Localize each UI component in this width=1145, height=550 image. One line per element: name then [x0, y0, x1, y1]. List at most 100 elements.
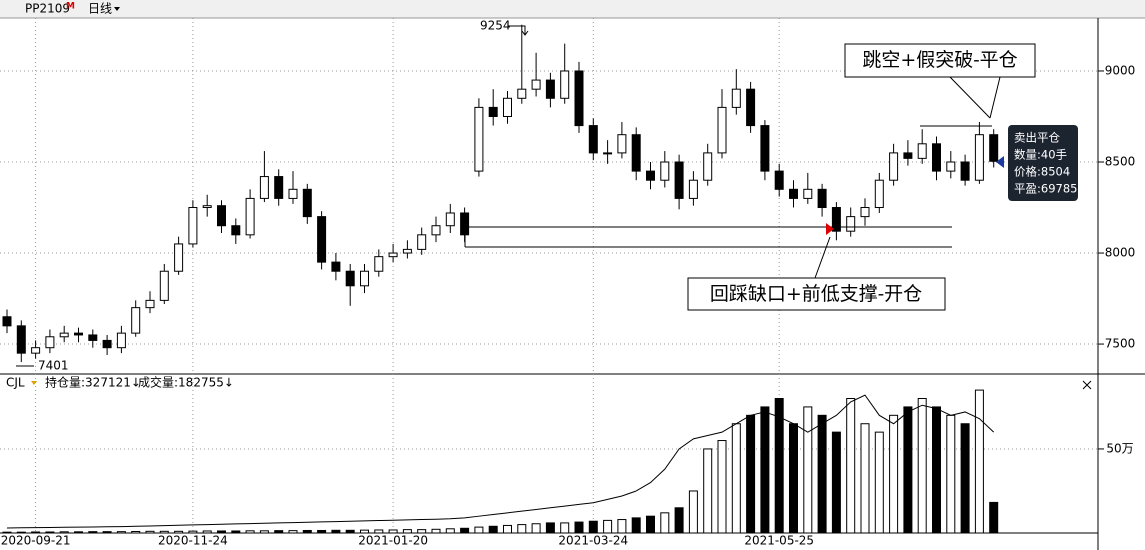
- candle-body: [960, 161, 970, 181]
- low-label: 7401: [38, 359, 69, 373]
- candle-body: [2, 316, 12, 327]
- volume-bar: [517, 524, 527, 534]
- volume-bar: [317, 529, 327, 534]
- volume-bar: [831, 431, 841, 534]
- volume-bar: [603, 519, 613, 534]
- tooltip-line: 平盈:69785: [1014, 182, 1077, 196]
- volume-bar: [2, 531, 12, 534]
- candle-body: [88, 334, 98, 341]
- volume-bar: [789, 423, 798, 534]
- candle-body: [317, 216, 327, 263]
- candle-body: [302, 188, 312, 218]
- candle-body: [417, 234, 427, 250]
- volume-bar: [588, 520, 598, 534]
- volume-bar: [660, 512, 670, 534]
- candle-body: [903, 152, 913, 159]
- volume-bar: [145, 530, 155, 534]
- volume-bar: [774, 398, 784, 534]
- volume-bar: [16, 531, 26, 534]
- candle-body: [402, 248, 412, 254]
- volume-bar: [560, 522, 570, 534]
- volume-bar: [760, 406, 770, 534]
- candle-body: [688, 179, 698, 199]
- volume-bar: [631, 517, 641, 534]
- candle-body: [717, 106, 727, 154]
- indicator-name[interactable]: CJL: [6, 376, 25, 390]
- volume-bar: [88, 531, 98, 534]
- y-tick-label: 9000: [1105, 63, 1136, 77]
- volume-bar: [188, 530, 198, 534]
- candle-body: [445, 212, 455, 227]
- volume-bar: [460, 527, 470, 534]
- candle-body: [474, 106, 484, 172]
- volume-bar: [974, 389, 984, 534]
- high-label: 9254: [480, 19, 511, 33]
- volume-bar: [474, 526, 484, 534]
- dropdown-arrow[interactable]: [31, 381, 37, 385]
- candle-body: [617, 134, 627, 154]
- candle-body: [374, 256, 384, 272]
- candle-body: [488, 106, 498, 117]
- y-tick-label: 50万: [1106, 441, 1133, 455]
- candle-body: [989, 134, 999, 162]
- volume-bar: [331, 529, 341, 534]
- candle-body: [660, 161, 670, 181]
- volume-bar: [59, 531, 69, 534]
- candle-body: [145, 299, 155, 309]
- candle-body: [116, 332, 126, 349]
- callout-box: [687, 277, 946, 311]
- volume-bar: [288, 530, 298, 534]
- grid: 7500 8000 8500 9000 50万 2020-09-21 2020-11-24 2…: [0, 18, 1135, 548]
- candle-body: [231, 225, 241, 236]
- volume-bar: [202, 530, 212, 534]
- close-button[interactable]: [1082, 380, 1092, 390]
- candle-body: [16, 325, 26, 354]
- volume-bar: [174, 530, 184, 534]
- candle-body: [531, 79, 541, 90]
- candle-body: [102, 339, 112, 349]
- candle-body: [603, 152, 613, 155]
- candle-body: [560, 70, 570, 99]
- legend-entry: 持仓量:327121↓: [45, 375, 141, 390]
- candle-body: [345, 270, 355, 287]
- marks: [2, 24, 999, 534]
- candle-body: [331, 261, 341, 272]
- x-tick-label: 2021-05-25: [744, 534, 814, 548]
- volume-bar: [116, 531, 126, 534]
- volume-bar: [231, 530, 241, 534]
- volume-bar: [31, 531, 41, 534]
- symbol[interactable]: PP2109: [25, 2, 70, 16]
- volume-bar: [717, 440, 727, 534]
- toolbar: [0, 0, 1145, 18]
- volume-bar: [903, 406, 913, 534]
- candle-body: [574, 70, 584, 127]
- candle-body: [517, 88, 527, 99]
- trade-tooltip: [1008, 125, 1078, 201]
- dropdown-arrow[interactable]: [114, 7, 120, 11]
- candle-body: [760, 125, 770, 172]
- volume-bar: [917, 398, 927, 534]
- y-tick-label: 8000: [1105, 246, 1136, 260]
- candle-body: [646, 170, 655, 181]
- volume-bar: [374, 529, 384, 534]
- volume-bar: [889, 414, 899, 534]
- candle-body: [674, 161, 684, 199]
- volume-bar: [646, 515, 655, 534]
- candle-body: [288, 188, 298, 199]
- volume-bar: [574, 521, 584, 534]
- volume-bar: [932, 406, 941, 534]
- volume-bar: [503, 524, 512, 534]
- callout-line: [949, 76, 991, 119]
- volume-bar: [545, 522, 555, 534]
- period-selector[interactable]: 日线: [88, 2, 112, 16]
- volume-bar: [131, 530, 141, 534]
- buy-signal: [826, 223, 834, 235]
- x-tick-label: 2021-03-24: [558, 534, 628, 548]
- volume-bar: [846, 398, 856, 534]
- volume-bar: [803, 406, 813, 534]
- callout-box: [844, 43, 1036, 78]
- y-tick-label: 8500: [1105, 155, 1136, 169]
- volume-bar: [259, 530, 269, 534]
- volume-bar: [674, 507, 684, 534]
